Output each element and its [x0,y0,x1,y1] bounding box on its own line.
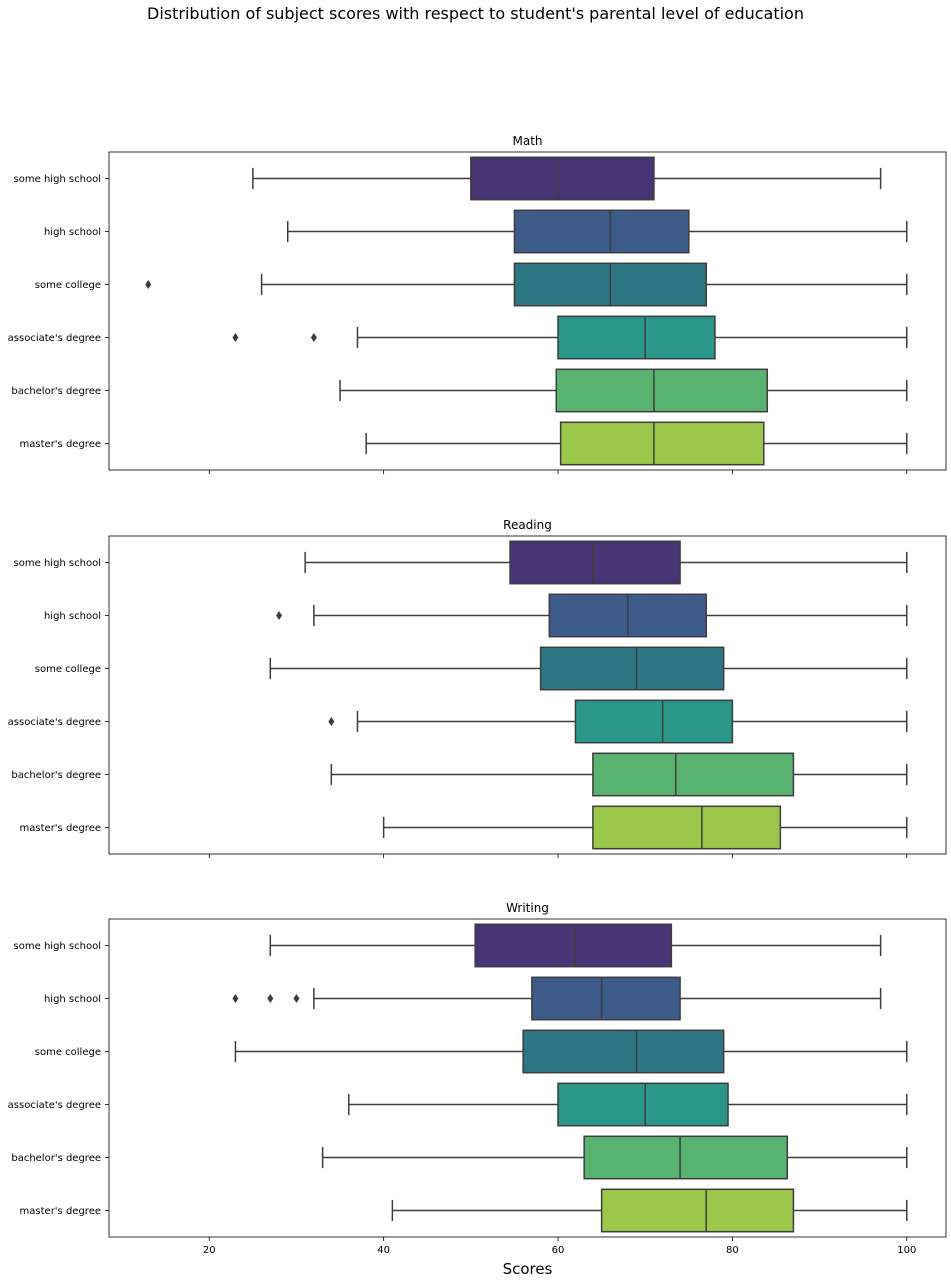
box-bachelor-s-degree [339,368,908,413]
box-associate-s-degree [232,315,908,360]
panel-title: Writing [506,901,549,915]
outlier-point [232,333,239,342]
y-tick-label: bachelor's degree [11,386,101,397]
panel-reading: Reading some high school high school some c… [8,518,947,858]
y-tick-label: some college [35,664,101,675]
y-tick-label: master's degree [20,823,101,834]
box-high-school [276,593,908,638]
y-tick-label: some high school [14,558,101,569]
iqr-box [509,540,681,585]
box-bachelor-s-degree [330,752,908,797]
outlier-point [232,994,239,1003]
outlier-point [145,280,152,289]
y-tick-label: high school [44,227,101,238]
y-tick-label: high school [44,611,101,622]
y-tick-label: master's degree [20,439,101,450]
outlier-point [328,717,335,726]
iqr-box [592,805,782,850]
x-tick-label: 100 [897,1245,916,1256]
box-some-high-school [304,540,908,585]
iqr-box [522,1029,725,1074]
iqr-box [474,923,673,968]
x-tick-label: 80 [726,1245,739,1256]
iqr-box [470,156,655,201]
box-some-college [269,646,908,691]
y-tick-label: bachelor's degree [11,770,101,781]
outlier-point [293,994,300,1003]
panel-frame [108,918,947,1238]
x-tick-label: 40 [377,1245,390,1256]
box-bachelor-s-degree [321,1135,908,1180]
iqr-box [557,1082,729,1127]
iqr-box [600,1188,795,1233]
panel-title: Reading [503,518,552,532]
iqr-box [574,699,734,744]
outlier-point [276,611,283,620]
outlier-point [267,994,274,1003]
panel-frame [108,151,947,471]
figure-title: Distribution of subject scores with resp… [147,4,804,23]
y-tick-label: master's degree [20,1206,101,1217]
iqr-box [513,209,690,254]
panel-title: Math [512,134,542,148]
box-some-high-school [269,923,882,968]
box-high-school [232,976,882,1021]
y-tick-label: some high school [14,174,101,185]
box-high-school [286,209,908,254]
y-tick-label: associate's degree [8,333,101,344]
box-some-college [234,1029,908,1074]
panel-writing: Writing some high school high school some c… [8,901,947,1278]
y-tick-label: some high school [14,941,101,952]
iqr-box [592,752,795,797]
panel-math: Math some high school high school some coll… [8,134,947,474]
box-master-s-degree [391,1188,908,1233]
iqr-box [531,976,681,1021]
x-axis-label: Scores [503,1260,553,1278]
box-some-high-school [252,156,882,201]
x-tick-label: 20 [203,1245,216,1256]
box-master-s-degree [365,421,908,466]
iqr-box [539,646,725,691]
y-tick-label: bachelor's degree [11,1153,101,1164]
y-tick-label: associate's degree [8,717,101,728]
iqr-box [583,1135,789,1180]
box-some-college [145,262,908,307]
iqr-box [555,368,769,413]
box-associate-s-degree [348,1082,908,1127]
box-associate-s-degree [328,699,908,744]
iqr-box [559,421,765,466]
y-tick-label: some college [35,280,101,291]
iqr-box [557,315,716,360]
box-master-s-degree [382,805,908,850]
y-tick-label: high school [44,994,101,1005]
panel-frame [108,535,947,855]
y-tick-label: associate's degree [8,1100,101,1111]
y-tick-label: some college [35,1047,101,1058]
x-tick-label: 60 [552,1245,565,1256]
outlier-point [310,333,317,342]
